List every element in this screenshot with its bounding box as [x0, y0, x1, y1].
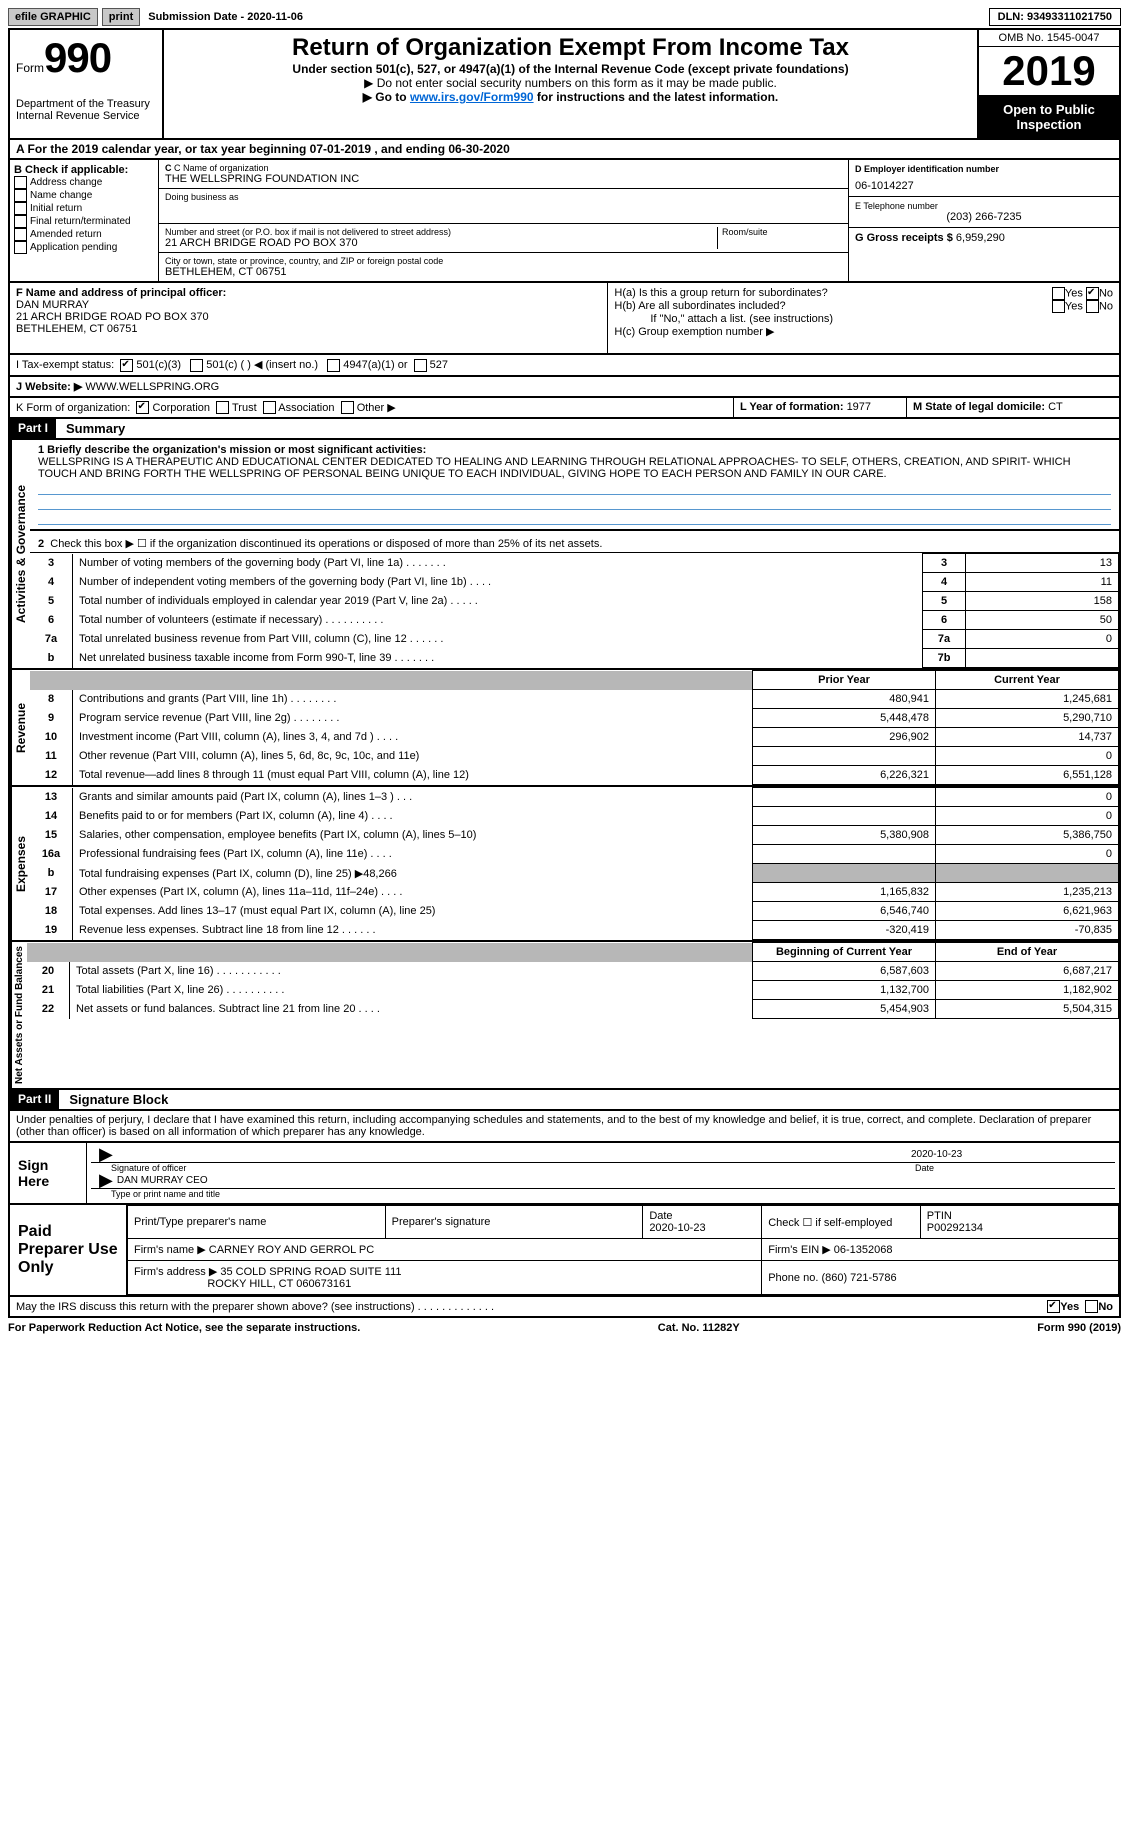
perjury-text: Under penalties of perjury, I declare th…	[8, 1111, 1121, 1143]
dept-label: Department of the Treasury Internal Reve…	[16, 98, 156, 122]
box-klm: K Form of organization: Corporation Trus…	[8, 398, 1121, 420]
ha-yes[interactable]	[1052, 287, 1065, 300]
arrow-icon: ▶	[95, 1175, 117, 1186]
instructions-link[interactable]: www.irs.gov/Form990	[410, 90, 534, 104]
revenue-table: Prior YearCurrent Year8Contributions and…	[30, 670, 1119, 785]
form-number-box: Form990 Department of the Treasury Inter…	[10, 30, 164, 138]
form-header: Form990 Department of the Treasury Inter…	[8, 30, 1121, 140]
expenses-table: 13Grants and similar amounts paid (Part …	[30, 787, 1119, 940]
arrow-icon: ▶	[95, 1149, 117, 1160]
part1-header: Part I Summary	[8, 419, 1121, 440]
paid-preparer-block: Paid Preparer Use Only Print/Type prepar…	[8, 1205, 1121, 1297]
officer-group-block: F Name and address of principal officer:…	[8, 283, 1121, 355]
k-corp[interactable]	[136, 401, 149, 414]
dln-box: DLN: 93493311021750	[989, 8, 1121, 26]
discuss-no[interactable]	[1085, 1300, 1098, 1313]
page-footer: For Paperwork Reduction Act Notice, see …	[8, 1318, 1121, 1334]
netassets-section: Net Assets or Fund Balances Beginning of…	[8, 942, 1121, 1090]
sign-here-block: Sign Here ▶ 2020-10-23 Signature of offi…	[8, 1143, 1121, 1205]
hb-no[interactable]	[1086, 300, 1099, 313]
box-deg: D Employer identification number 06-1014…	[848, 160, 1119, 281]
form-title-box: Return of Organization Exempt From Incom…	[164, 30, 977, 138]
expenses-section: Expenses 13Grants and similar amounts pa…	[8, 787, 1121, 942]
box-i: I Tax-exempt status: 501(c)(3) 501(c) ( …	[8, 355, 1121, 377]
box-b: B Check if applicable: Address changeNam…	[10, 160, 159, 281]
governance-section: Activities & Governance 1 Briefly descri…	[8, 440, 1121, 670]
entity-block: B Check if applicable: Address changeNam…	[8, 160, 1121, 283]
submission-date-label: Submission Date - 2020-11-06	[144, 11, 307, 23]
box-j: J Website: ▶ WWW.WELLSPRING.ORG	[8, 377, 1121, 398]
print-button[interactable]: print	[102, 8, 140, 26]
efile-button[interactable]: efile GRAPHIC	[8, 8, 98, 26]
ha-no[interactable]	[1086, 287, 1099, 300]
hb-yes[interactable]	[1052, 300, 1065, 313]
i-501c3[interactable]	[120, 359, 133, 372]
netassets-table: Beginning of Current YearEnd of Year20To…	[27, 942, 1119, 1019]
top-toolbar: efile GRAPHIC print Submission Date - 20…	[8, 8, 1121, 30]
box-c: C C Name of organization THE WELLSPRING …	[159, 160, 848, 281]
discuss-yes[interactable]	[1047, 1300, 1060, 1313]
part2-header: Part II Signature Block	[8, 1090, 1121, 1111]
line-a: A For the 2019 calendar year, or tax yea…	[8, 140, 1121, 160]
mission-box: 1 Briefly describe the organization's mi…	[30, 440, 1119, 531]
box-f: F Name and address of principal officer:…	[10, 283, 608, 353]
discuss-line: May the IRS discuss this return with the…	[8, 1297, 1121, 1318]
box-h: H(a) Is this a group return for subordin…	[608, 283, 1119, 353]
year-box: OMB No. 1545-0047 2019 Open to Public In…	[977, 30, 1119, 138]
governance-table: 3Number of voting members of the governi…	[30, 553, 1119, 668]
revenue-section: Revenue Prior YearCurrent Year8Contribut…	[8, 670, 1121, 787]
